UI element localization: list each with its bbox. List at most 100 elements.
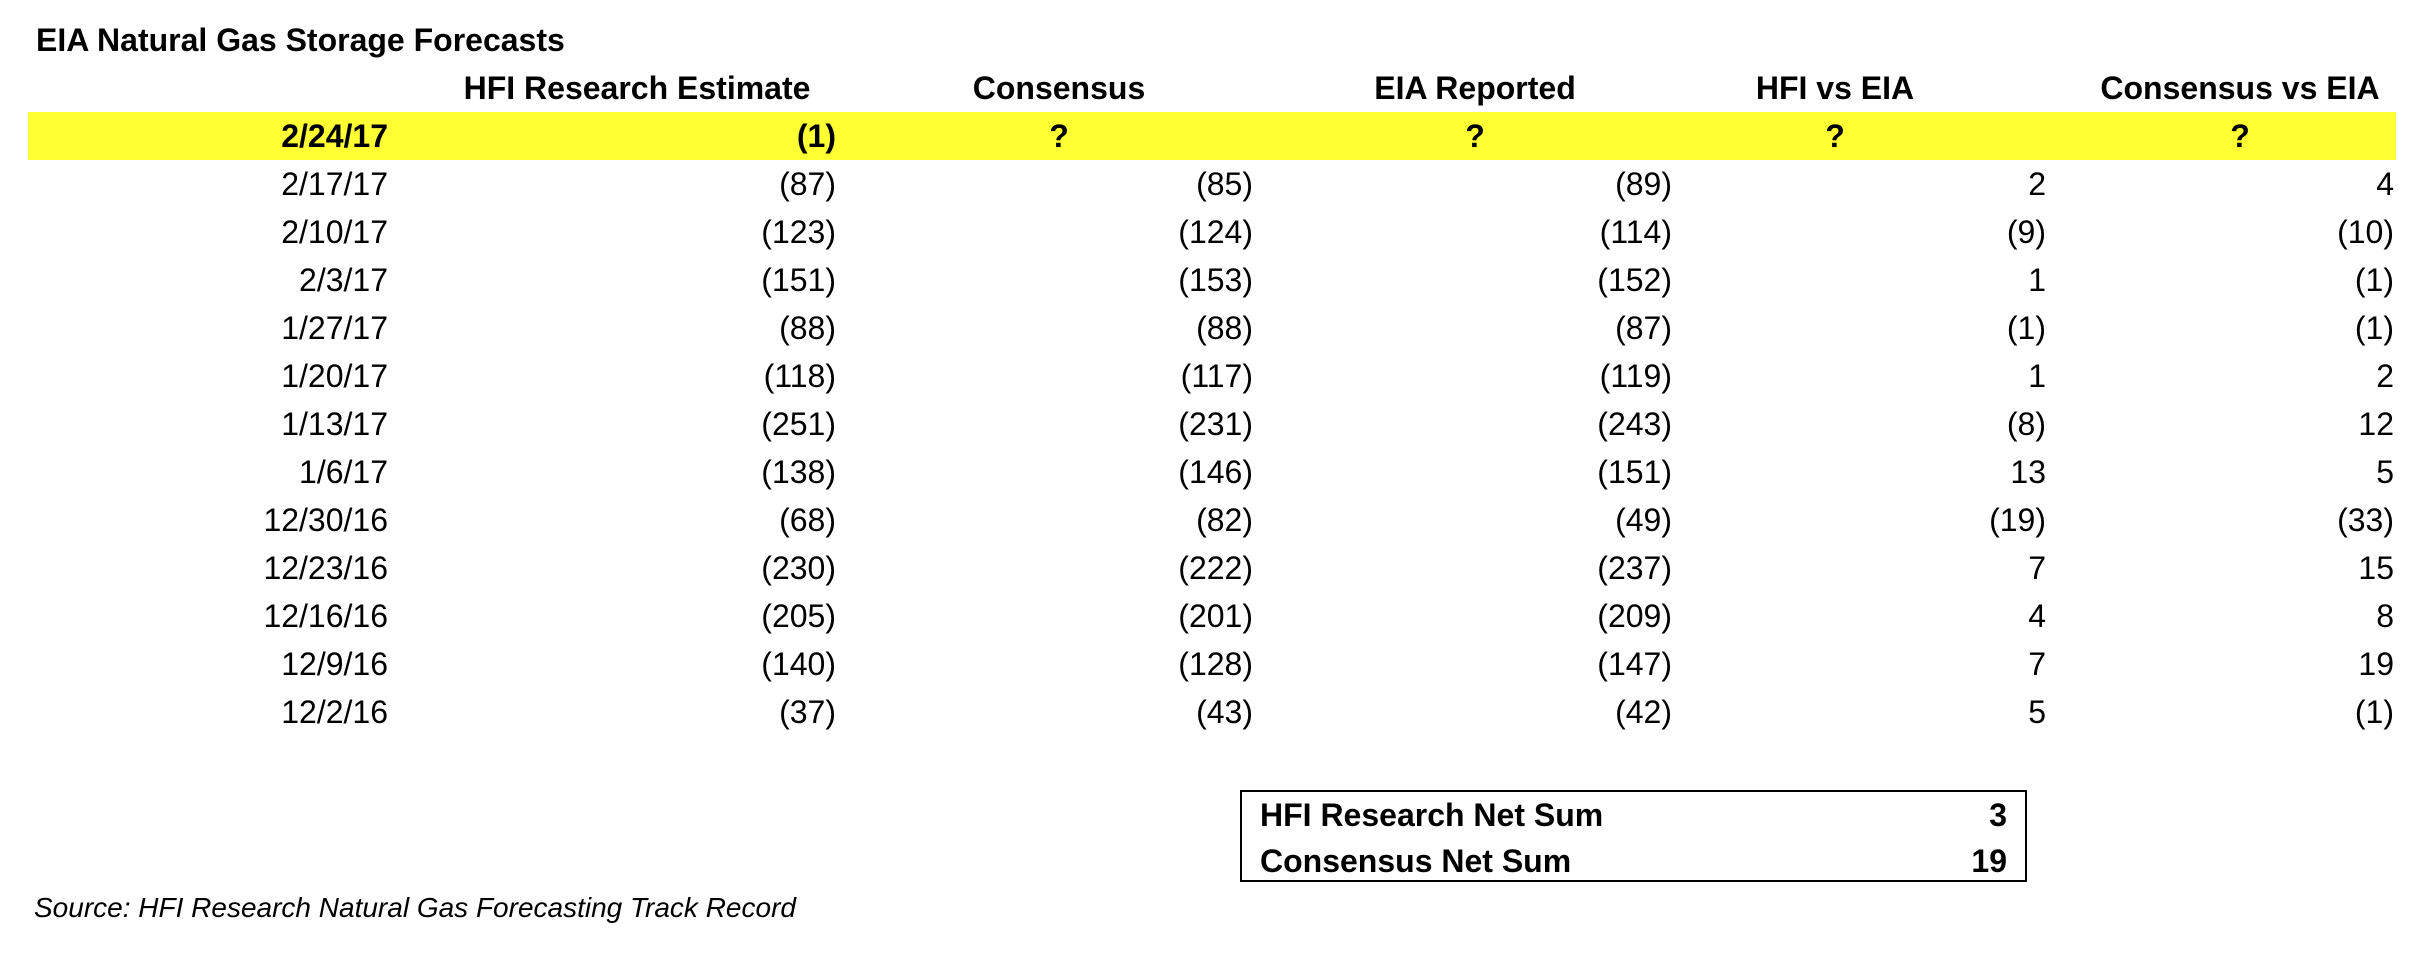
cell-consensus-vs-eia: 19: [2358, 646, 2394, 682]
cell-consensus: (231): [1178, 406, 1253, 442]
table-row: 1/20/17 (118) (117) (119) 1 2: [28, 352, 2396, 400]
table-row: 2/17/17 (87) (85) (89) 2 4: [28, 160, 2396, 208]
table-row: 12/9/16 (140) (128) (147) 7 19: [28, 640, 2396, 688]
cell-date: 2/24/17: [281, 118, 388, 154]
cell-eia-reported: (147): [1597, 646, 1672, 682]
cell-hfi-vs-eia: 2: [2028, 166, 2046, 202]
cell-date: 12/16/16: [263, 598, 388, 634]
cell-date: 12/9/16: [281, 646, 388, 682]
cell-consensus-vs-eia: (1): [2354, 262, 2394, 298]
table-row: 12/23/16 (230) (222) (237) 7 15: [28, 544, 2396, 592]
cell-hfi-vs-eia: (8): [2006, 406, 2046, 442]
cell-date: 2/3/17: [299, 262, 388, 298]
header-consensus: Consensus: [972, 70, 1146, 106]
cell-date: 1/6/17: [299, 454, 388, 490]
cell-consensus-vs-eia: (10): [2337, 214, 2394, 250]
table-row: 2/10/17 (123) (124) (114) (9) (10): [28, 208, 2396, 256]
cell-consensus-vs-eia: 2: [2376, 358, 2394, 394]
cell-date: 12/2/16: [281, 694, 388, 730]
cell-consensus: (43): [1196, 694, 1253, 730]
cell-eia-reported: (152): [1597, 262, 1672, 298]
page-title: EIA Natural Gas Storage Forecasts: [36, 22, 565, 58]
cell-hfi-estimate: (87): [779, 166, 836, 202]
hfi-net-sum-value: 3: [1989, 797, 2007, 833]
table-row: 1/27/17 (88) (88) (87) (1) (1): [28, 304, 2396, 352]
cell-consensus-vs-eia: 4: [2376, 166, 2394, 202]
cell-consensus: (153): [1178, 262, 1253, 298]
cell-hfi-vs-eia: (9): [2006, 214, 2046, 250]
cell-date: 2/17/17: [281, 166, 388, 202]
cell-hfi-vs-eia: ?: [1825, 118, 1845, 154]
cell-hfi-estimate: (118): [763, 358, 836, 394]
header-hfi-estimate: HFI Research Estimate: [463, 70, 811, 106]
table-row: 12/30/16 (68) (82) (49) (19) (33): [28, 496, 2396, 544]
cell-eia-reported: (151): [1597, 454, 1672, 490]
table-row: 1/13/17 (251) (231) (243) (8) 12: [28, 400, 2396, 448]
hfi-net-sum-row: HFI Research Net Sum 3: [1242, 792, 2025, 838]
cell-hfi-estimate: (230): [761, 550, 836, 586]
cell-hfi-estimate: (68): [779, 502, 836, 538]
cell-eia-reported: (209): [1597, 598, 1672, 634]
cell-hfi-estimate: (88): [779, 310, 836, 346]
cell-consensus-vs-eia: 12: [2358, 406, 2394, 442]
table-row: 12/16/16 (205) (201) (209) 4 8: [28, 592, 2396, 640]
cell-eia-reported: (119): [1599, 358, 1672, 394]
cell-consensus-vs-eia: 15: [2358, 550, 2394, 586]
cell-hfi-vs-eia: 5: [2028, 694, 2046, 730]
cell-hfi-estimate: (138): [761, 454, 836, 490]
table-header-row: HFI Research Estimate Consensus EIA Repo…: [28, 64, 2396, 112]
cell-consensus: (222): [1178, 550, 1253, 586]
cell-eia-reported: (49): [1615, 502, 1672, 538]
hfi-net-sum-label: HFI Research Net Sum: [1260, 797, 1604, 833]
cell-eia-reported: (87): [1615, 310, 1672, 346]
consensus-net-sum-label: Consensus Net Sum: [1260, 843, 1572, 879]
cell-date: 12/23/16: [263, 550, 388, 586]
cell-consensus: (146): [1178, 454, 1253, 490]
cell-hfi-vs-eia: 1: [2028, 262, 2046, 298]
cell-date: 1/13/17: [281, 406, 388, 442]
cell-consensus: (128): [1178, 646, 1253, 682]
cell-hfi-estimate: (251): [761, 406, 836, 442]
cell-consensus-vs-eia: (33): [2337, 502, 2394, 538]
consensus-net-sum-value: 19: [1971, 843, 2007, 879]
net-sum-box: HFI Research Net Sum 3 Consensus Net Sum…: [1240, 790, 2027, 882]
cell-eia-reported: (237): [1597, 550, 1672, 586]
cell-consensus: (88): [1196, 310, 1253, 346]
cell-consensus: (85): [1196, 166, 1253, 202]
cell-eia-reported: ?: [1465, 118, 1485, 154]
cell-date: 12/30/16: [263, 502, 388, 538]
table-row: 12/2/16 (37) (43) (42) 5 (1): [28, 688, 2396, 736]
cell-consensus: ?: [1049, 118, 1069, 154]
cell-hfi-estimate: (140): [761, 646, 836, 682]
cell-hfi-vs-eia: (1): [2006, 310, 2046, 346]
highlighted-table-row: 2/24/17 (1)????: [28, 112, 2396, 160]
header-consensus-vs-eia: Consensus vs EIA: [2100, 70, 2380, 106]
cell-hfi-vs-eia: 7: [2028, 646, 2046, 682]
cell-hfi-vs-eia: (19): [1989, 502, 2046, 538]
cell-consensus: (117): [1180, 358, 1253, 394]
cell-hfi-estimate: (37): [779, 694, 836, 730]
cell-consensus: (82): [1196, 502, 1253, 538]
cell-eia-reported: (114): [1599, 214, 1672, 250]
cell-hfi-vs-eia: 7: [2028, 550, 2046, 586]
cell-hfi-vs-eia: 1: [2028, 358, 2046, 394]
cell-consensus-vs-eia: (1): [2354, 310, 2394, 346]
cell-consensus-vs-eia: ?: [2230, 118, 2250, 154]
table-row: 2/3/17 (151) (153) (152) 1 (1): [28, 256, 2396, 304]
cell-hfi-vs-eia: 4: [2028, 598, 2046, 634]
cell-hfi-vs-eia: 13: [2010, 454, 2046, 490]
cell-consensus-vs-eia: (1): [2354, 694, 2394, 730]
cell-eia-reported: (42): [1615, 694, 1672, 730]
cell-date: 1/20/17: [281, 358, 388, 394]
cell-hfi-estimate: (205): [761, 598, 836, 634]
header-hfi-vs-eia: HFI vs EIA: [1755, 70, 1915, 106]
consensus-net-sum-row: Consensus Net Sum 19: [1242, 838, 2025, 884]
cell-hfi-estimate: (1): [796, 118, 836, 154]
source-note: Source: HFI Research Natural Gas Forecas…: [34, 892, 796, 923]
cell-hfi-estimate: (123): [761, 214, 836, 250]
table-row: 1/6/17 (138) (146) (151) 13 5: [28, 448, 2396, 496]
cell-consensus-vs-eia: 8: [2376, 598, 2394, 634]
cell-date: 2/10/17: [281, 214, 388, 250]
cell-consensus-vs-eia: 5: [2376, 454, 2394, 490]
cell-eia-reported: (243): [1597, 406, 1672, 442]
